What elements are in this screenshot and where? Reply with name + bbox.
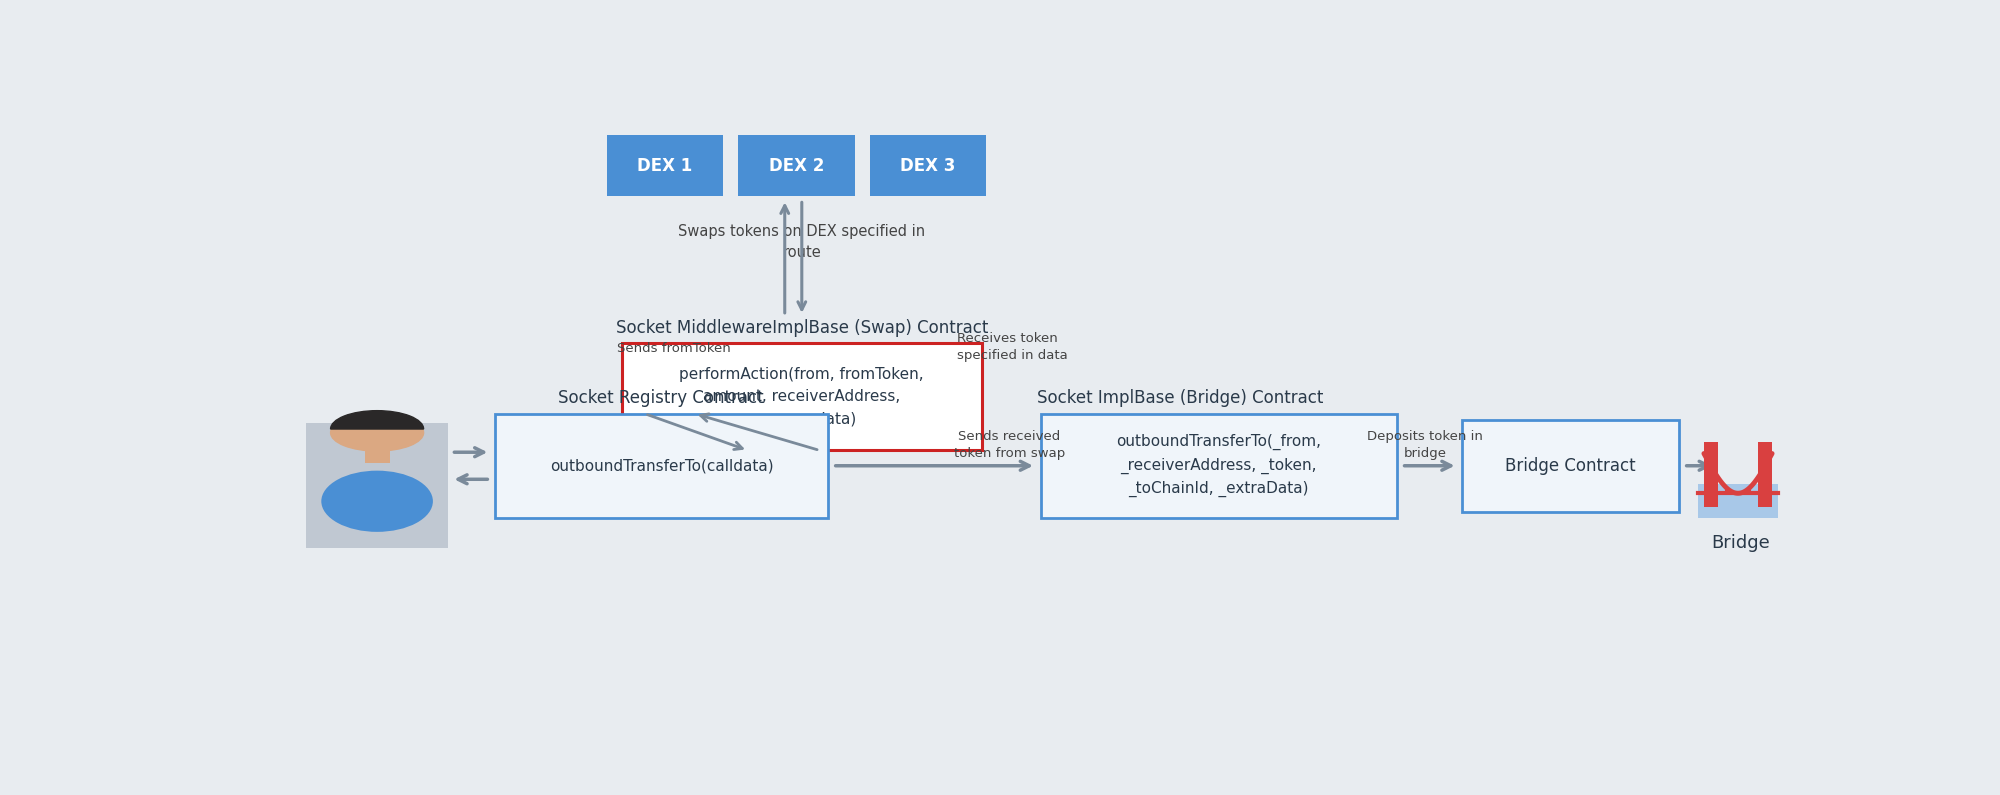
Text: Swaps tokens on DEX specified in
route: Swaps tokens on DEX specified in route	[678, 224, 926, 260]
FancyBboxPatch shape	[306, 423, 448, 549]
Text: outboundTransferTo(calldata): outboundTransferTo(calldata)	[550, 458, 774, 473]
Text: Deposits token in
bridge: Deposits token in bridge	[1366, 429, 1482, 460]
Text: performAction(from, fromToken,
amount, receiverAddress,
memory data): performAction(from, fromToken, amount, r…	[680, 367, 924, 427]
FancyBboxPatch shape	[606, 135, 722, 196]
FancyBboxPatch shape	[870, 135, 986, 196]
FancyBboxPatch shape	[1758, 443, 1772, 506]
FancyBboxPatch shape	[1704, 443, 1718, 506]
Text: DEX 3: DEX 3	[900, 157, 956, 175]
Text: Sends fromToken: Sends fromToken	[616, 342, 730, 355]
Text: outboundTransferTo(_from,
_receiverAddress, _token,
_toChainId, _extraData): outboundTransferTo(_from, _receiverAddre…	[1116, 434, 1322, 497]
Text: Socket MiddlewareImplBase (Swap) Contract: Socket MiddlewareImplBase (Swap) Contrac…	[616, 319, 988, 337]
Text: Bridge: Bridge	[1712, 534, 1770, 553]
Text: Receives token
specified in data: Receives token specified in data	[956, 332, 1068, 362]
Text: DEX 2: DEX 2	[768, 157, 824, 175]
FancyBboxPatch shape	[1462, 420, 1680, 512]
Circle shape	[330, 414, 424, 451]
Text: Socket ImplBase (Bridge) Contract: Socket ImplBase (Bridge) Contract	[1036, 390, 1324, 407]
FancyBboxPatch shape	[364, 450, 390, 463]
Text: Bridge Contract: Bridge Contract	[1506, 457, 1636, 475]
FancyBboxPatch shape	[622, 343, 982, 451]
FancyBboxPatch shape	[738, 135, 854, 196]
Text: DEX 1: DEX 1	[636, 157, 692, 175]
Ellipse shape	[322, 471, 432, 532]
FancyBboxPatch shape	[1040, 413, 1396, 518]
FancyBboxPatch shape	[494, 413, 828, 518]
Text: Socket Registry Contract: Socket Registry Contract	[558, 390, 764, 407]
FancyBboxPatch shape	[1698, 484, 1778, 518]
Wedge shape	[330, 411, 424, 429]
Text: Sends received
token from swap: Sends received token from swap	[954, 429, 1066, 460]
